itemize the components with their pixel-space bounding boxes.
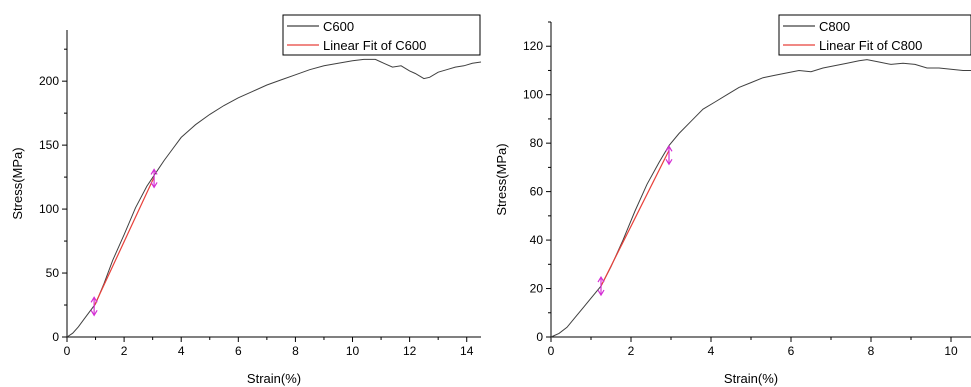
y-axis-title: Stress(MPa) (494, 143, 509, 215)
y-tick-label: 0 (536, 330, 543, 344)
legend: C800 Linear Fit of C800 (778, 14, 971, 56)
legend-box (778, 14, 971, 56)
chart-panel-1: 0 2 4 6 8 10 12 14 0 50 100 150 200 Strain(%) Stress(M… (10, 14, 482, 386)
series-line-linear-fit (600, 150, 670, 287)
fit-range-marker (665, 145, 673, 166)
legend-entry: Linear Fit of C800 (819, 38, 922, 53)
marker-arrow-down (597, 289, 605, 297)
y-tick-label: 80 (530, 136, 544, 150)
x-axis-title: Strain(%) (724, 371, 778, 386)
y-tick-label: 200 (39, 74, 59, 88)
y-tick-label: 20 (530, 282, 544, 296)
marker-arrow-up (665, 145, 673, 152)
fit-range-marker (597, 275, 605, 297)
x-tick-label: 4 (178, 344, 185, 358)
y-tick-label: 60 (530, 185, 544, 199)
x-tick-label: 8 (868, 344, 875, 358)
x-axis-title: Strain(%) (247, 371, 301, 386)
x-tick-label: 2 (628, 344, 635, 358)
x-tick-label: 6 (235, 344, 242, 358)
y-axis-title: Stress(MPa) (10, 147, 25, 219)
y-tick-label: 100 (523, 88, 543, 102)
marker-arrow-down (665, 158, 673, 166)
marker-arrow-down (150, 182, 158, 189)
legend-entry: Linear Fit of C600 (323, 38, 426, 53)
legend-entry: C800 (819, 19, 850, 34)
y-tick-label: 100 (39, 202, 59, 216)
x-tick-label: 0 (64, 344, 71, 358)
series-line-data (550, 59, 971, 338)
series-line-linear-fit (93, 176, 155, 307)
y-tick-label: 120 (523, 39, 543, 53)
marker-arrow-up (597, 275, 605, 283)
fit-range-marker (150, 168, 158, 189)
legend-box (282, 14, 481, 56)
y-tick-label: 50 (46, 266, 60, 280)
legend: C600 Linear Fit of C600 (282, 14, 481, 56)
legend-entry: C600 (323, 19, 354, 34)
chart-panel-2: 0 2 4 6 8 10020406080100120Strain(%)Stress(MP… (494, 14, 971, 386)
x-tick-label: 10 (944, 344, 958, 358)
y-tick-label: 0 (52, 330, 59, 344)
marker-arrow-down (90, 309, 98, 317)
fit-range-marker (90, 296, 98, 317)
x-tick-label: 8 (292, 344, 299, 358)
x-tick-label: 2 (121, 344, 128, 358)
marker-arrow-up (150, 168, 158, 175)
marker-arrow-up (90, 296, 98, 303)
x-tick-label: 10 (346, 344, 360, 358)
x-tick-label: 6 (788, 344, 795, 358)
x-tick-label: 12 (403, 344, 417, 358)
y-tick-label: 40 (530, 233, 544, 247)
y-tick-label: 150 (39, 138, 59, 152)
x-tick-label: 4 (708, 344, 715, 358)
x-tick-label: 0 (548, 344, 555, 358)
series-line-data (66, 58, 482, 338)
x-tick-label: 14 (460, 344, 474, 358)
